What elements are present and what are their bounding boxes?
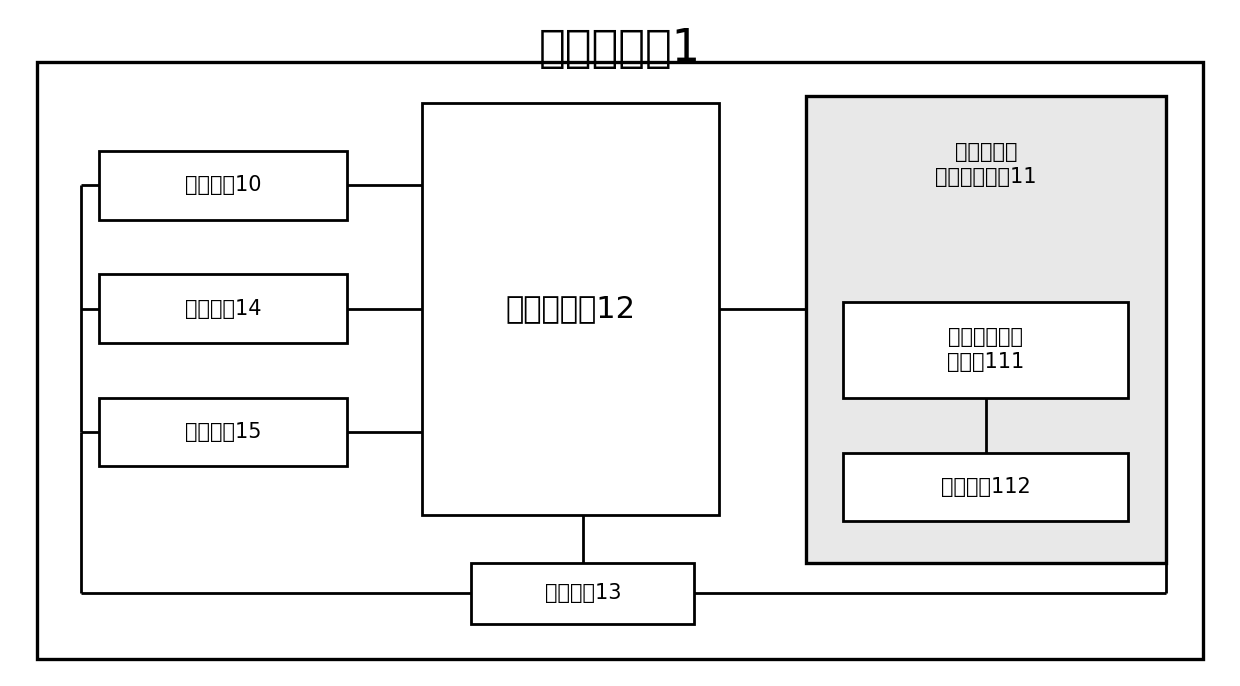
Text: 智能机器人1: 智能机器人1 <box>539 27 701 69</box>
Bar <box>37 62 1203 659</box>
Text: 第一近距离
无线通信模块11: 第一近距离 无线通信模块11 <box>935 142 1037 187</box>
Text: 语音模块15: 语音模块15 <box>185 422 262 442</box>
Bar <box>422 103 719 514</box>
Text: 近距离无线通
信单元111: 近距离无线通 信单元111 <box>947 327 1024 372</box>
Bar <box>806 96 1166 563</box>
Text: 电源模块13: 电源模块13 <box>544 583 621 604</box>
Text: 处理器模块12: 处理器模块12 <box>506 294 635 323</box>
Bar <box>843 302 1128 398</box>
Text: 配置模块14: 配置模块14 <box>185 298 262 319</box>
Bar <box>843 453 1128 521</box>
Bar <box>471 563 694 624</box>
Bar <box>99 398 347 466</box>
Text: 读卡模块10: 读卡模块10 <box>185 175 262 196</box>
Text: 定向天线112: 定向天线112 <box>941 477 1030 497</box>
Bar <box>99 151 347 220</box>
Bar <box>99 274 347 343</box>
